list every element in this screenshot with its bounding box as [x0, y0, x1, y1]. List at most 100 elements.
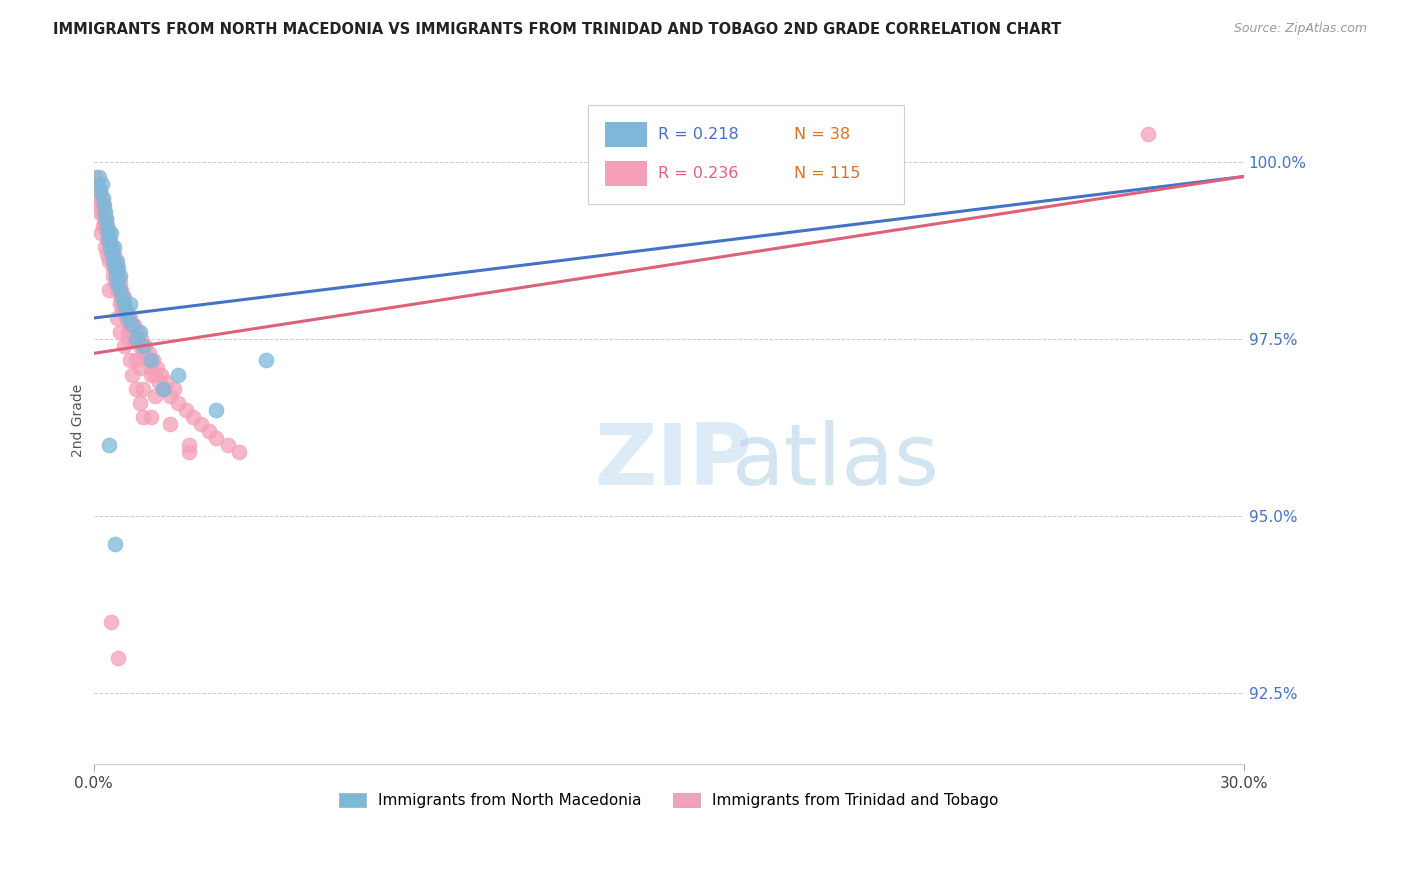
Point: [89, 205, 111, 219]
Point: [101, 247, 124, 261]
Point: [89, 184, 111, 198]
Point: [96, 219, 118, 233]
Point: [86, 184, 108, 198]
Point: [132, 382, 155, 396]
Point: [107, 268, 129, 283]
Point: [118, 353, 141, 368]
Point: [108, 276, 131, 290]
Point: [205, 431, 228, 445]
Point: [104, 261, 127, 276]
Point: [112, 297, 135, 311]
Point: [127, 325, 149, 339]
Point: [111, 290, 134, 304]
Point: [155, 375, 177, 389]
Point: [128, 325, 150, 339]
Point: [87, 191, 110, 205]
Point: [94, 211, 117, 226]
Point: [112, 339, 135, 353]
Point: [115, 304, 138, 318]
Point: [104, 268, 127, 283]
Point: [139, 360, 162, 375]
Point: [179, 438, 201, 452]
Point: [159, 389, 181, 403]
Point: [101, 261, 124, 276]
Point: [104, 268, 127, 283]
Point: [98, 240, 121, 254]
FancyBboxPatch shape: [606, 161, 647, 186]
Point: [117, 311, 139, 326]
Point: [105, 283, 128, 297]
Point: [110, 290, 132, 304]
Point: [121, 368, 143, 382]
FancyBboxPatch shape: [606, 122, 647, 147]
Point: [1136, 127, 1159, 141]
Point: [125, 332, 148, 346]
Point: [128, 339, 150, 353]
Point: [96, 233, 118, 247]
Point: [138, 346, 160, 360]
Point: [190, 417, 212, 432]
Point: [101, 268, 124, 283]
Point: [111, 290, 134, 304]
Point: [146, 360, 169, 375]
Point: [181, 410, 204, 425]
Point: [87, 177, 110, 191]
Point: [152, 382, 174, 396]
Point: [90, 226, 112, 240]
Point: [217, 438, 239, 452]
Point: [105, 261, 128, 276]
Point: [97, 226, 120, 240]
Point: [91, 198, 114, 212]
Point: [117, 332, 139, 346]
Point: [93, 198, 115, 212]
Point: [101, 254, 124, 268]
Point: [205, 403, 228, 417]
Point: [103, 261, 125, 276]
Point: [132, 339, 155, 353]
Point: [159, 417, 181, 432]
Point: [101, 254, 124, 268]
Point: [139, 353, 162, 368]
Legend: Immigrants from North Macedonia, Immigrants from Trinidad and Tobago: Immigrants from North Macedonia, Immigra…: [333, 788, 1005, 814]
Point: [136, 353, 159, 368]
Point: [128, 396, 150, 410]
Point: [84, 169, 107, 184]
Point: [131, 332, 153, 346]
Point: [111, 297, 134, 311]
Text: IMMIGRANTS FROM NORTH MACEDONIA VS IMMIGRANTS FROM TRINIDAD AND TOBAGO 2ND GRADE: IMMIGRANTS FROM NORTH MACEDONIA VS IMMIG…: [53, 22, 1062, 37]
Point: [121, 318, 143, 332]
Point: [228, 445, 250, 459]
Point: [128, 360, 150, 375]
Point: [134, 339, 156, 353]
Text: atlas: atlas: [733, 420, 941, 503]
Point: [89, 169, 111, 184]
Point: [97, 254, 120, 268]
Y-axis label: 2nd Grade: 2nd Grade: [72, 384, 86, 458]
Point: [94, 211, 117, 226]
Point: [91, 177, 114, 191]
Point: [118, 297, 141, 311]
Text: R = 0.218: R = 0.218: [658, 127, 740, 142]
Point: [122, 332, 145, 346]
Point: [117, 304, 139, 318]
Text: N = 38: N = 38: [794, 127, 851, 142]
Point: [100, 615, 122, 630]
Point: [97, 226, 120, 240]
Point: [93, 211, 115, 226]
Point: [107, 650, 129, 665]
Point: [118, 318, 141, 332]
Point: [100, 247, 122, 261]
Point: [254, 353, 277, 368]
Point: [112, 304, 135, 318]
Point: [103, 247, 125, 261]
Point: [139, 410, 162, 425]
Point: [86, 177, 108, 191]
Point: [97, 283, 120, 297]
Point: [97, 233, 120, 247]
FancyBboxPatch shape: [588, 105, 904, 204]
Point: [139, 368, 162, 382]
Point: [105, 254, 128, 268]
Point: [149, 368, 172, 382]
Point: [105, 276, 128, 290]
Point: [100, 233, 122, 247]
